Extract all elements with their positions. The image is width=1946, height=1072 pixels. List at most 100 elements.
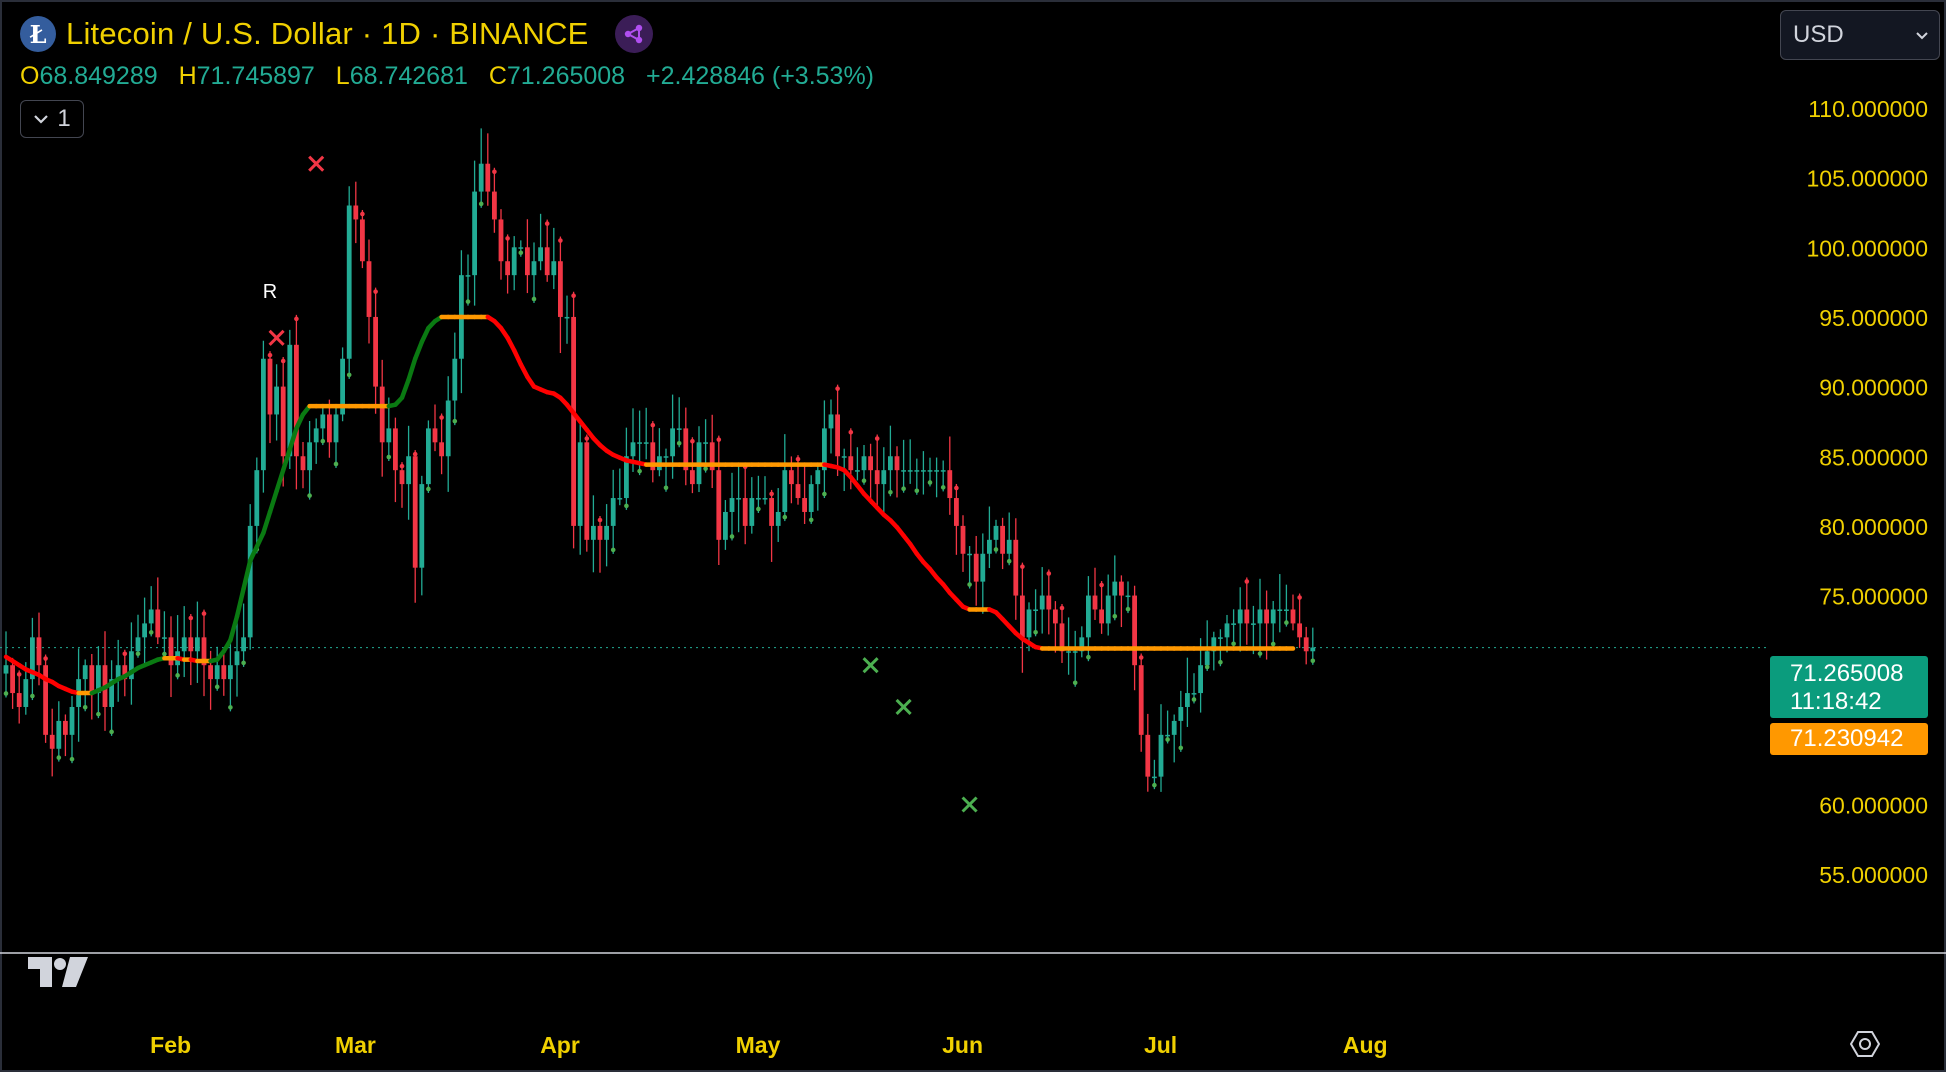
- candle: [1006, 512, 1012, 566]
- collapse-indicators-button[interactable]: 1: [20, 100, 84, 138]
- ma-segment: [505, 335, 517, 353]
- trail-dot: [214, 684, 220, 690]
- candle: [439, 413, 444, 475]
- time-tick-label: Apr: [540, 1032, 580, 1058]
- candle-body: [280, 386, 286, 457]
- candle: [888, 425, 893, 497]
- candle-body: [406, 456, 411, 485]
- candle-body: [940, 470, 946, 472]
- candle: [822, 400, 827, 499]
- price-tick-label: 85.000000: [1819, 444, 1928, 470]
- trail-dot: [624, 503, 629, 509]
- candle: [485, 133, 491, 206]
- ma-segment: [280, 447, 293, 473]
- candle: [432, 404, 438, 452]
- trail-dot: [1125, 606, 1131, 612]
- candle-body: [327, 414, 332, 443]
- moving-average-line: [3, 314, 1296, 696]
- candle: [775, 488, 781, 542]
- time-tick-label: Jun: [942, 1032, 983, 1058]
- candle: [954, 483, 959, 555]
- candle: [564, 295, 570, 344]
- multi-node-icon[interactable]: [614, 15, 653, 53]
- trail-dot: [1072, 680, 1078, 686]
- candle-body: [1303, 637, 1309, 652]
- candle-body: [1039, 595, 1045, 610]
- candle-body: [241, 637, 246, 652]
- candle-body: [835, 414, 840, 457]
- trail-dot: [399, 463, 405, 469]
- candle-body: [914, 470, 920, 472]
- candle: [1185, 657, 1190, 727]
- candle-body: [1079, 637, 1085, 652]
- candle-body: [274, 386, 279, 415]
- candle-body: [874, 470, 880, 485]
- candle: [676, 397, 682, 448]
- close-value: 71.265008: [506, 62, 626, 90]
- candle: [756, 475, 761, 513]
- candle-body: [564, 316, 570, 319]
- candle-body: [1284, 609, 1289, 611]
- candle-body: [1119, 581, 1124, 596]
- candle: [1244, 577, 1250, 645]
- time-axis[interactable]: Feb Mar Apr May Jun Jul Aug: [150, 1032, 1387, 1058]
- sell-signal-marker: [308, 155, 325, 172]
- trail-dot: [716, 437, 722, 442]
- candle-body: [208, 665, 213, 680]
- trail-dot: [1006, 558, 1012, 564]
- trail-dot: [280, 358, 286, 364]
- candle-body: [1198, 665, 1203, 694]
- candle-body: [353, 205, 359, 220]
- trail-dot: [346, 372, 352, 378]
- candle-body: [993, 525, 999, 540]
- candle-body: [386, 428, 392, 443]
- candle-body: [1125, 595, 1131, 598]
- candle-body: [465, 275, 471, 277]
- trail-dot: [795, 456, 801, 462]
- candle: [399, 462, 405, 508]
- candle-body: [478, 163, 484, 192]
- symbol-title[interactable]: Litecoin / U.S. Dollar · 1D · BINANCE: [66, 16, 589, 51]
- trail-dot: [201, 611, 207, 616]
- trail-dot: [188, 615, 194, 621]
- ma-segment: [419, 325, 431, 345]
- candle: [921, 451, 926, 495]
- trail-dot: [1099, 582, 1104, 588]
- candle-body: [973, 553, 979, 582]
- trail-dot: [1257, 651, 1263, 656]
- candle-body: [1105, 595, 1111, 624]
- trail-dot: [162, 651, 167, 657]
- trail-dot: [1204, 664, 1210, 670]
- trail-dot: [954, 485, 959, 491]
- settings-gear-icon[interactable]: [1850, 1030, 1880, 1058]
- currency-select[interactable]: USD: [1780, 10, 1940, 60]
- candle: [1231, 609, 1236, 648]
- candle-body: [888, 456, 893, 471]
- ma-segment: [228, 614, 240, 643]
- candle-body: [1251, 623, 1256, 625]
- candle-body: [855, 470, 860, 472]
- candle-body: [551, 261, 557, 276]
- candle: [122, 649, 128, 697]
- candle-body: [1145, 734, 1151, 777]
- trail-dot: [927, 480, 933, 485]
- candle: [901, 439, 906, 493]
- buy-signal-marker: [895, 698, 912, 716]
- candle: [1072, 630, 1078, 687]
- trail-dot: [452, 418, 458, 424]
- candle: [426, 420, 431, 493]
- candle-body: [828, 414, 834, 429]
- candle-body: [419, 484, 425, 568]
- candle-body: [624, 456, 629, 499]
- logo-letter: Ł: [29, 19, 47, 49]
- candle: [584, 434, 590, 552]
- indicator-price-tag: 71.230942: [1770, 723, 1928, 755]
- tradingview-logo-icon[interactable]: [26, 955, 90, 989]
- price-tick-label: 75.000000: [1819, 584, 1928, 610]
- candle: [808, 475, 814, 524]
- candle: [82, 659, 88, 712]
- candle-body: [3, 665, 9, 674]
- price-axis[interactable]: 110.000000 105.000000 100.000000 95.000000 9…: [1806, 96, 1928, 888]
- candle: [1303, 626, 1309, 665]
